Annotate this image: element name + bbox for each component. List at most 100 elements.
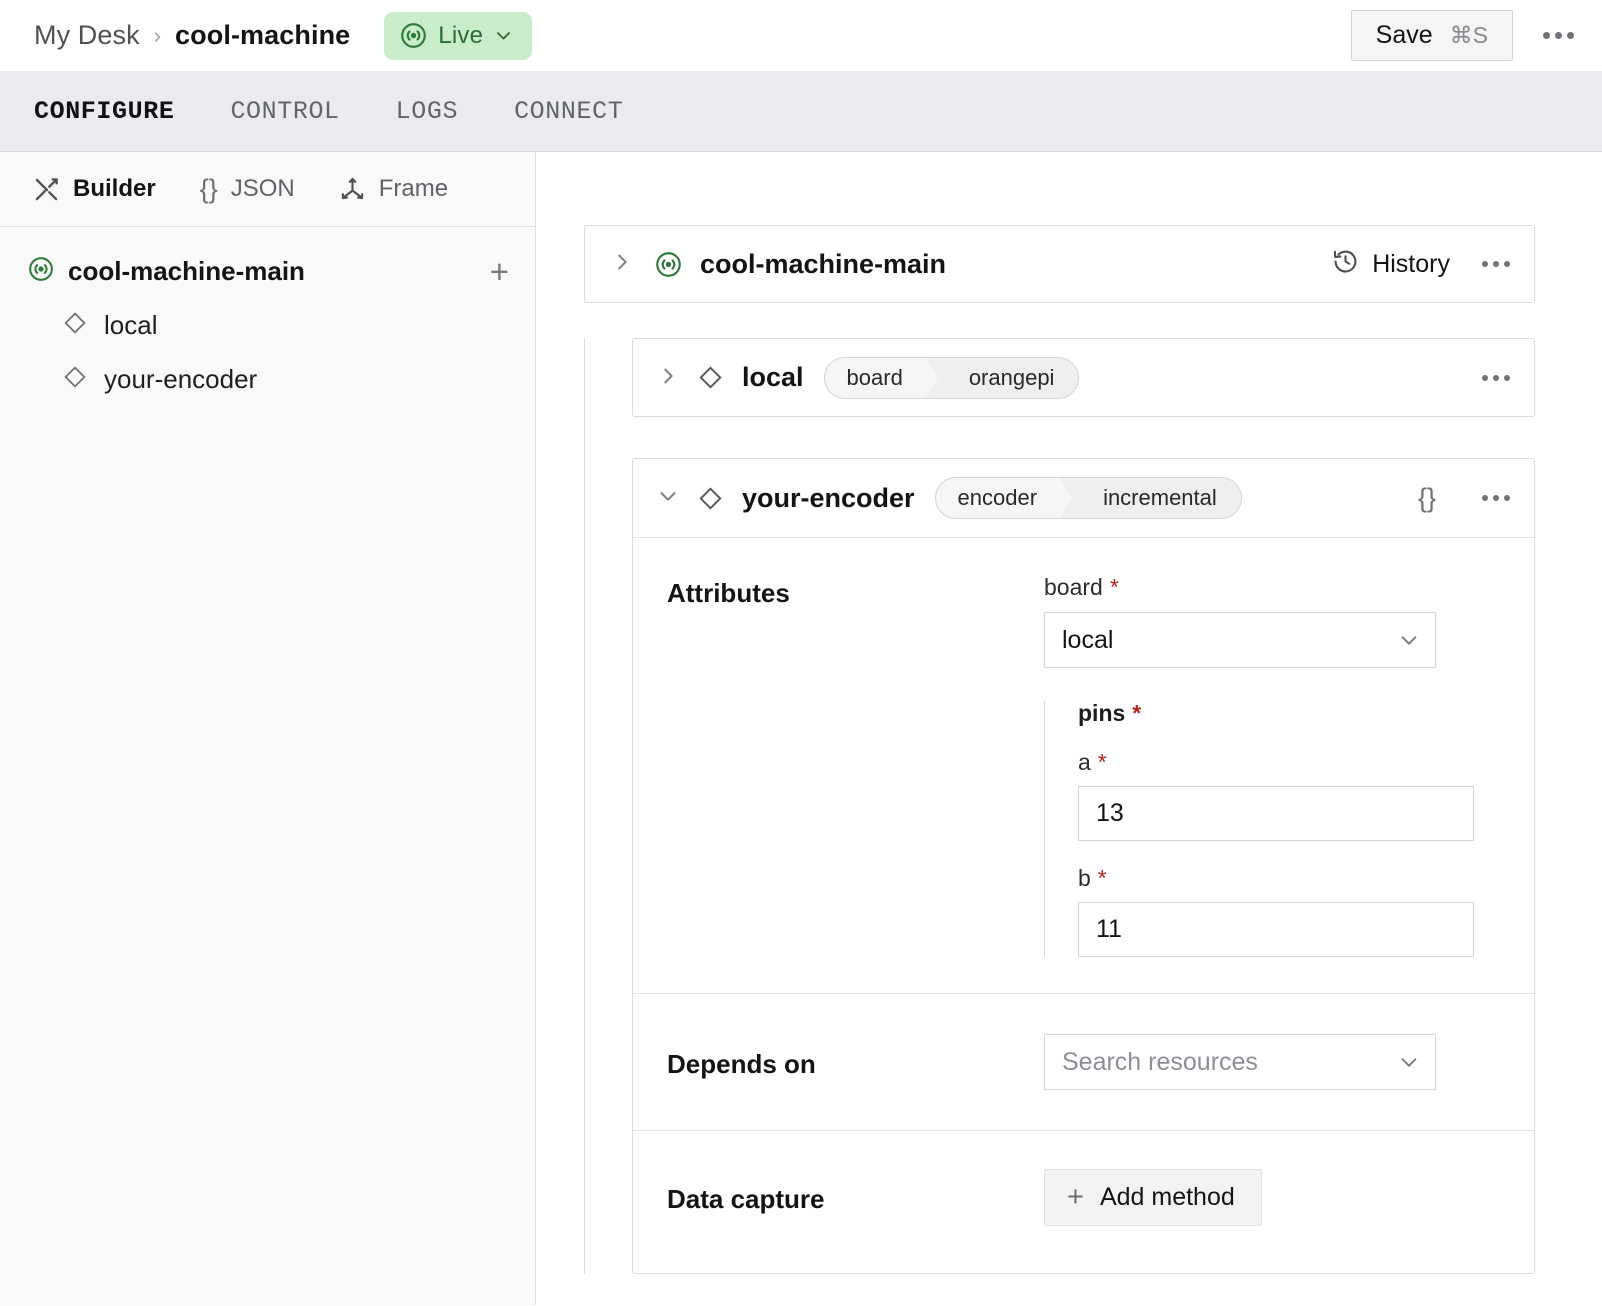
pin-b-input[interactable]: 11 — [1078, 902, 1474, 957]
diamond-icon — [62, 364, 88, 395]
sidebar-view-json[interactable]: {} JSON — [200, 174, 295, 205]
live-status-badge[interactable]: Live — [384, 11, 533, 60]
resource-api-label: encoder — [957, 485, 1038, 510]
axes-icon — [339, 176, 366, 203]
badge-chevron-separator-icon — [1059, 478, 1078, 518]
body-split: Builder {} JSON Frame — [0, 152, 1602, 1305]
tree-item-local[interactable]: local — [0, 298, 535, 352]
resource-card-local-header[interactable]: local board orangepi — [633, 339, 1534, 416]
top-bar: My Desk › cool-machine Live Save ⌘S — [0, 0, 1602, 71]
pin-b-label: b * — [1078, 865, 1494, 892]
breadcrumb-separator-icon: › — [153, 22, 162, 48]
section-depends-on: Depends on Search resources — [633, 994, 1534, 1131]
chevron-right-icon[interactable] — [611, 251, 633, 277]
sidebar-view-builder[interactable]: Builder — [33, 175, 156, 203]
pin-a-input[interactable]: 13 — [1078, 786, 1474, 841]
braces-icon: {} — [199, 173, 218, 204]
tab-configure[interactable]: CONFIGURE — [34, 96, 175, 126]
history-button[interactable]: History — [1332, 248, 1450, 280]
badge-chevron-separator-icon — [924, 357, 943, 398]
diamond-icon — [697, 364, 724, 391]
section-attributes-body: board * local pins * — [1044, 574, 1534, 957]
ellipsis-icon[interactable] — [1476, 485, 1516, 511]
section-data-capture-label: Data capture — [667, 1184, 825, 1214]
tree-item-your-encoder-label: your-encoder — [104, 363, 258, 394]
required-asterisk: * — [1109, 574, 1119, 600]
board-field-label: board * — [1044, 574, 1494, 601]
board-select-value: local — [1062, 625, 1114, 654]
resource-card-your-encoder-title: your-encoder — [742, 482, 915, 513]
add-method-button[interactable]: + Add method — [1044, 1169, 1262, 1226]
pin-a-field: a * 13 — [1078, 749, 1494, 841]
resource-model-label: incremental — [1077, 478, 1241, 518]
machine-card: cool-machine-main History — [584, 225, 1535, 303]
board-label-text: board — [1044, 574, 1103, 600]
pin-a-label-text: a — [1078, 749, 1091, 775]
tree-item-your-encoder[interactable]: your-encoder — [0, 352, 535, 406]
resource-card-your-encoder-header[interactable]: your-encoder encoder incremental {} — [633, 459, 1534, 538]
pins-group: pins * a * 13 — [1044, 700, 1494, 957]
required-asterisk: * — [1097, 749, 1107, 775]
save-button-label: Save — [1375, 21, 1433, 49]
add-method-label: Add method — [1099, 1183, 1235, 1211]
section-depends-on-body: Search resources — [1044, 1034, 1534, 1090]
chevron-down-icon — [1398, 1051, 1420, 1073]
depends-on-search-select[interactable]: Search resources — [1044, 1034, 1436, 1090]
sidebar-view-toolbar: Builder {} JSON Frame — [0, 152, 535, 227]
section-attributes-label: Attributes — [667, 578, 790, 608]
pin-b-field: b * 11 — [1078, 865, 1494, 957]
ellipsis-icon[interactable] — [1476, 365, 1516, 391]
history-button-label: History — [1372, 249, 1450, 278]
resource-api-label: board — [846, 364, 903, 390]
required-asterisk: * — [1132, 700, 1142, 726]
section-attributes: Attributes board * local pins — [633, 538, 1534, 994]
tab-connect[interactable]: CONNECT — [514, 96, 624, 126]
machine-signal-icon — [28, 256, 54, 287]
diamond-icon — [62, 310, 88, 341]
main-tab-bar: CONFIGURE CONTROL LOGS CONNECT — [0, 71, 1602, 152]
resource-card-local: local board orangepi — [632, 338, 1535, 417]
ellipsis-icon[interactable] — [1476, 251, 1516, 277]
left-sidebar: Builder {} JSON Frame — [0, 152, 536, 1305]
live-status-label: Live — [438, 21, 484, 49]
machine-signal-icon — [655, 251, 682, 278]
chevron-right-icon[interactable] — [657, 365, 679, 391]
machine-card-title: cool-machine-main — [700, 248, 947, 279]
braces-icon[interactable]: {} — [1417, 482, 1436, 513]
ellipsis-icon[interactable] — [1537, 22, 1580, 49]
pin-a-label: a * — [1078, 749, 1494, 776]
section-depends-on-label: Depends on — [667, 1048, 816, 1079]
sidebar-view-frame-label: Frame — [378, 175, 449, 202]
tab-logs[interactable]: LOGS — [395, 96, 459, 126]
tree-item-local-label: local — [104, 309, 158, 340]
tools-icon — [33, 176, 60, 203]
plus-icon: + — [1067, 1181, 1084, 1213]
chevron-down-icon — [1398, 629, 1420, 651]
pin-a-value: 13 — [1096, 799, 1124, 827]
diamond-icon — [697, 485, 724, 512]
resource-type-badge-local: board orangepi — [823, 356, 1080, 399]
board-select[interactable]: local — [1044, 612, 1436, 668]
pins-group-label: pins * — [1078, 700, 1494, 727]
save-button[interactable]: Save ⌘S — [1350, 10, 1513, 61]
required-asterisk: * — [1097, 865, 1107, 891]
breadcrumb-my-desk[interactable]: My Desk — [34, 20, 140, 50]
resource-tree: cool-machine-main + local your-encoder — [0, 227, 535, 406]
breadcrumb: My Desk › cool-machine — [34, 20, 350, 51]
history-clock-icon — [1332, 248, 1359, 280]
pins-label-text: pins — [1078, 700, 1126, 726]
resource-type-badge-your-encoder: encoder incremental — [934, 477, 1242, 519]
depends-on-placeholder: Search resources — [1062, 1047, 1258, 1076]
tab-control[interactable]: CONTROL — [230, 96, 340, 126]
main-panel: cool-machine-main History — [536, 152, 1602, 1305]
tree-item-machine-root[interactable]: cool-machine-main + — [0, 244, 535, 298]
sidebar-view-builder-label: Builder — [73, 175, 156, 202]
tree-rail-line — [584, 338, 585, 1274]
sidebar-view-frame[interactable]: Frame — [339, 175, 448, 203]
chevron-down-icon — [494, 26, 513, 45]
resource-card-local-title: local — [742, 362, 804, 392]
resource-card-your-encoder: your-encoder encoder incremental {} Attr… — [632, 458, 1535, 1274]
resource-model-label: orangepi — [942, 357, 1079, 398]
chevron-down-icon[interactable] — [657, 485, 679, 511]
add-resource-button[interactable]: + — [489, 252, 509, 290]
